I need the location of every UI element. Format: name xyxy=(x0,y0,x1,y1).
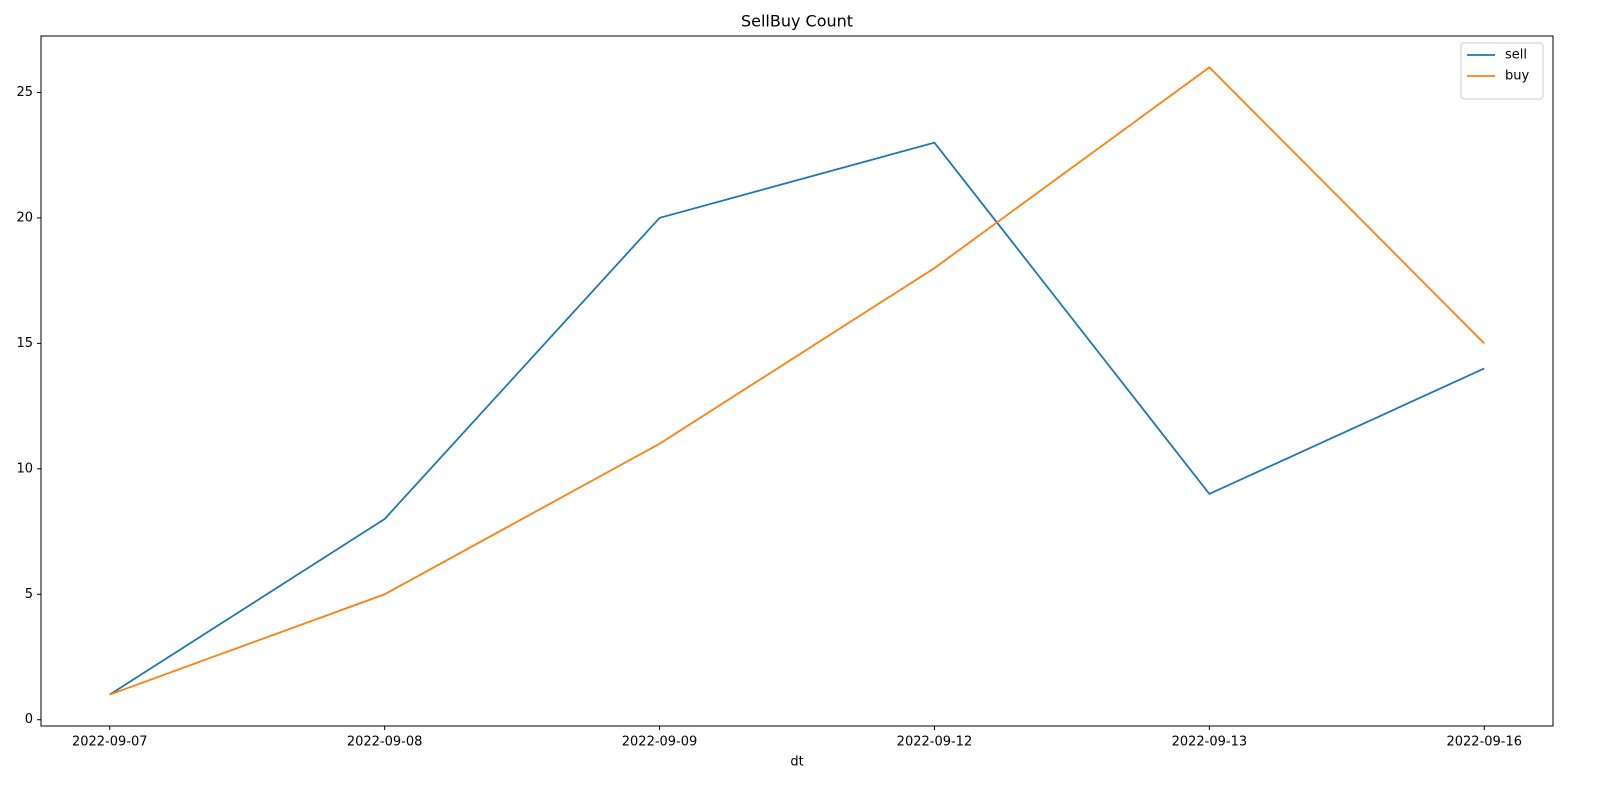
x-tick-label: 2022-09-16 xyxy=(1446,735,1522,750)
y-tick-label: 15 xyxy=(16,336,33,351)
y-tick-label: 0 xyxy=(25,712,33,727)
chart-title: SellBuy Count xyxy=(741,12,853,31)
x-tick-label: 2022-09-12 xyxy=(897,735,973,750)
y-tick-label: 25 xyxy=(16,85,33,100)
y-tick-label: 10 xyxy=(16,461,33,476)
x-axis-label: dt xyxy=(790,755,803,770)
legend: sell buy xyxy=(1460,42,1544,100)
y-tick-label: 20 xyxy=(16,210,33,225)
legend-label: sell xyxy=(1505,48,1527,63)
legend-box xyxy=(1460,42,1544,100)
x-tick-label: 2022-09-07 xyxy=(72,735,148,750)
x-tick-label: 2022-09-09 xyxy=(622,735,698,750)
y-tick-label: 5 xyxy=(25,587,33,602)
line-series xyxy=(109,66,1485,696)
x-tick-label: 2022-09-13 xyxy=(1172,735,1248,750)
legend-label: buy xyxy=(1505,69,1529,84)
line-series xyxy=(109,141,1485,696)
x-tick-label: 2022-09-08 xyxy=(347,735,423,750)
plot-frame xyxy=(40,35,1554,727)
